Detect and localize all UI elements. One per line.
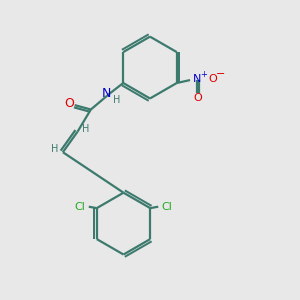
Text: O: O (208, 74, 217, 85)
Text: N: N (102, 87, 111, 101)
Text: N: N (193, 74, 202, 85)
Text: H: H (113, 95, 120, 105)
Text: Cl: Cl (74, 202, 86, 212)
Text: +: + (200, 70, 207, 79)
Text: Cl: Cl (162, 202, 172, 212)
Text: H: H (51, 144, 58, 154)
Text: O: O (193, 93, 202, 103)
Text: −: − (216, 69, 225, 79)
Text: H: H (82, 124, 89, 134)
Text: O: O (64, 97, 74, 110)
